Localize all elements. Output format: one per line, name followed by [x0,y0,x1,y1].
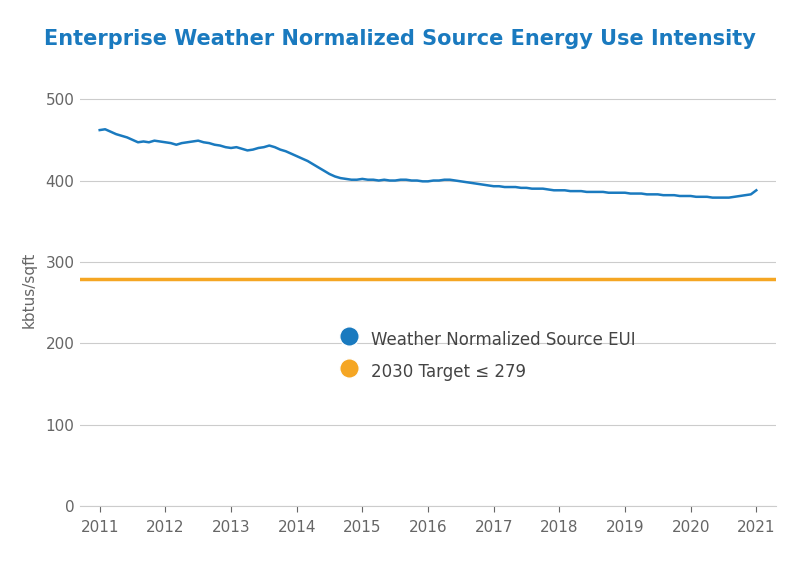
Weather Normalized Source EUI [510,183,520,190]
Weather Normalized Source EUI [95,126,105,133]
Legend: Weather Normalized Source EUI, 2030 Target ≤ 279: Weather Normalized Source EUI, 2030 Targ… [334,321,642,390]
Weather Normalized Source EUI [543,186,553,193]
Weather Normalized Source EUI [100,126,110,133]
Weather Normalized Source EUI [708,194,718,201]
Weather Normalized Source EUI [254,144,263,151]
Weather Normalized Source EUI [718,194,728,201]
Weather Normalized Source EUI [166,140,176,147]
Weather Normalized Source EUI [751,187,761,194]
Text: Enterprise Weather Normalized Source Energy Use Intensity: Enterprise Weather Normalized Source Ene… [44,29,756,49]
Line: Weather Normalized Source EUI: Weather Normalized Source EUI [100,129,756,198]
Y-axis label: kbtus/sqft: kbtus/sqft [22,252,37,328]
Weather Normalized Source EUI [379,177,389,183]
